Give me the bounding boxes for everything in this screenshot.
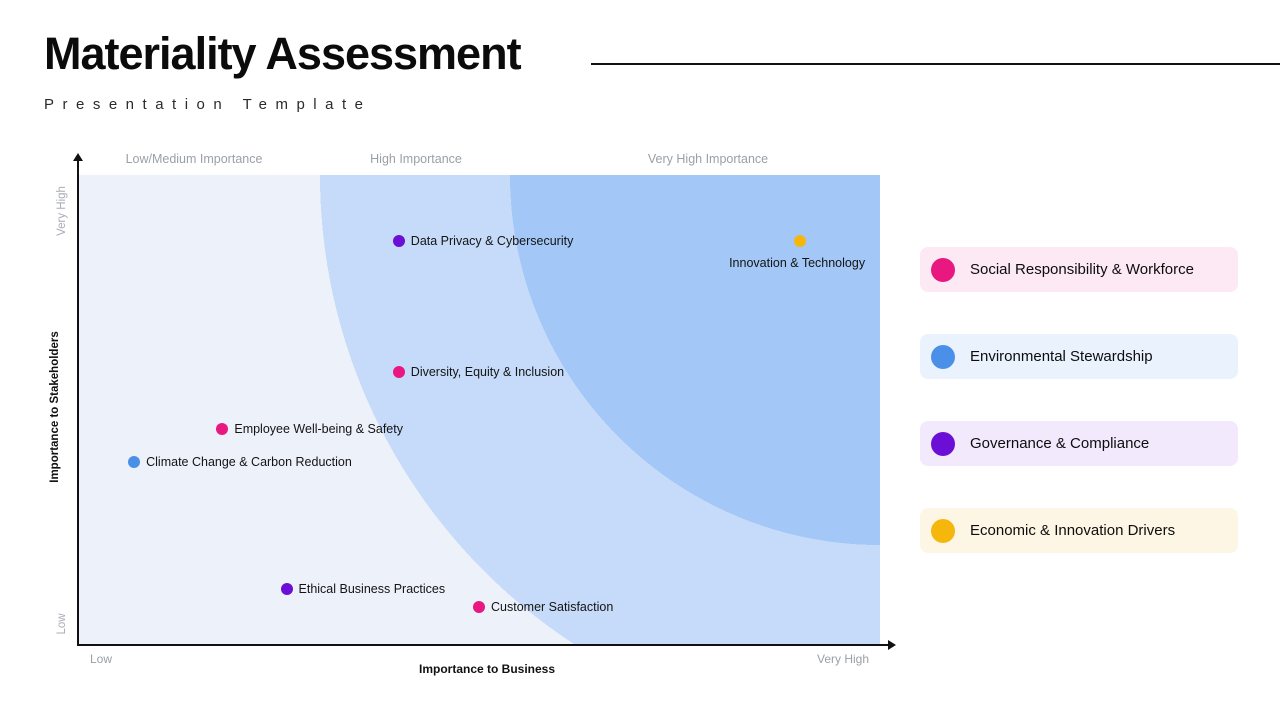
point-dot [216, 422, 229, 435]
point-label: Employee Well-being & Safety [234, 421, 403, 436]
x-tick-very-high: Very High [816, 652, 870, 666]
legend-swatch [931, 344, 955, 369]
zone-label-high: High Importance [370, 152, 462, 166]
legend-label: Governance & Compliance [970, 435, 1150, 452]
point-dot [392, 234, 405, 247]
y-tick-very-high: Very High [56, 186, 68, 236]
y-axis-line [77, 160, 79, 646]
legend-swatch [931, 518, 955, 543]
x-axis-line [77, 644, 889, 646]
point-label: Innovation & Technology [729, 255, 866, 270]
legend-item: Social Responsibility & Workforce [920, 247, 1238, 292]
y-axis-arrow-icon [73, 153, 83, 161]
zone-label-low-medium: Low/Medium Importance [125, 152, 263, 166]
legend-item: Environmental Stewardship [920, 334, 1238, 379]
page-subtitle: Presentation Template [44, 96, 372, 113]
point-dot [793, 234, 806, 247]
x-axis-arrow-icon [888, 640, 896, 650]
legend: Social Responsibility & Workforce Enviro… [920, 247, 1238, 553]
zone-label-very-high: Very High Importance [647, 152, 769, 166]
legend-label: Social Responsibility & Workforce [970, 261, 1194, 278]
x-axis-title: Importance to Business [418, 662, 556, 676]
point-dot [392, 366, 405, 379]
legend-label: Economic & Innovation Drivers [970, 522, 1176, 539]
point-dot [128, 455, 141, 468]
legend-item: Governance & Compliance [920, 421, 1238, 466]
y-tick-low: Low [56, 613, 68, 635]
title-divider-line [591, 63, 1280, 65]
legend-swatch [931, 257, 955, 282]
plot-area: Data Privacy & Cybersecurity Innovation &… [78, 175, 880, 645]
legend-label: Environmental Stewardship [970, 348, 1153, 365]
point-label: Ethical Business Practices [298, 581, 446, 596]
y-axis-title: Importance to Stakeholders [49, 331, 61, 483]
point-dot [473, 601, 485, 614]
legend-swatch [931, 431, 955, 456]
legend-item: Economic & Innovation Drivers [920, 508, 1238, 553]
x-tick-low: Low [89, 652, 113, 666]
point-label: Climate Change & Carbon Reduction [146, 454, 352, 469]
point-label: Data Privacy & Cybersecurity [410, 233, 574, 248]
point-label: Customer Satisfaction [491, 600, 614, 615]
page-title: Materiality Assessment [44, 28, 522, 79]
point-dot [280, 582, 293, 595]
point-label: Diversity, Equity & Inclusion [410, 365, 565, 380]
